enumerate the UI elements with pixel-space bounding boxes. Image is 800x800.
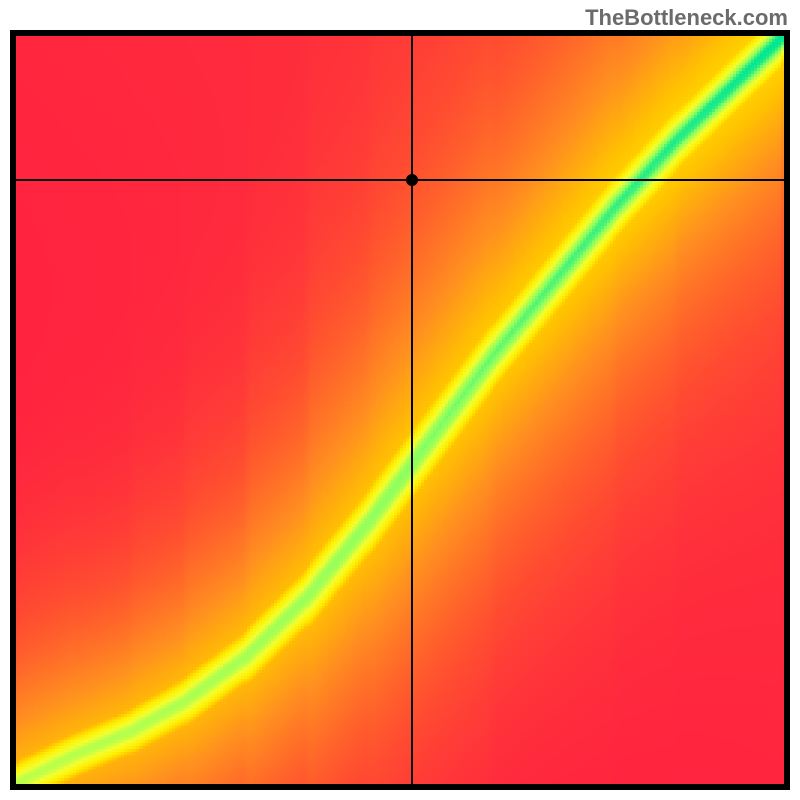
crosshair-vertical xyxy=(411,36,413,784)
crosshair-horizontal xyxy=(16,179,784,181)
chart-area xyxy=(16,36,784,784)
crosshair-marker xyxy=(406,174,418,186)
chart-frame xyxy=(10,30,790,790)
watermark-text: TheBottleneck.com xyxy=(585,5,788,31)
heatmap-canvas xyxy=(16,36,784,784)
